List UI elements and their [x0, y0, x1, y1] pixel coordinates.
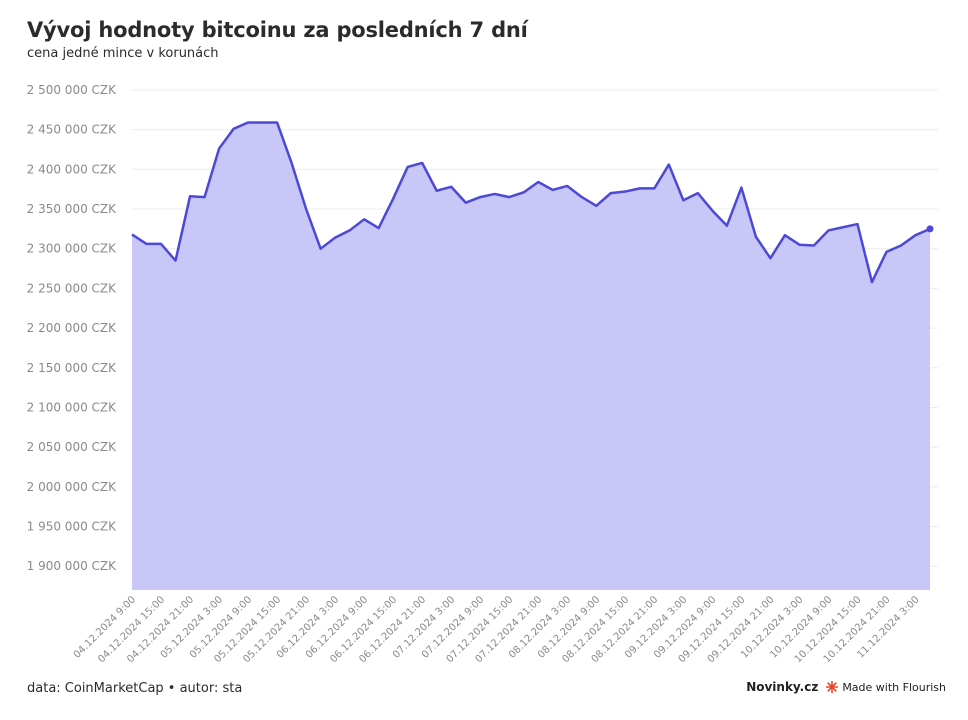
y-tick-label: 2 300 000 CZK — [27, 242, 117, 256]
flourish-logo-icon — [826, 681, 839, 693]
y-tick-label: 2 100 000 CZK — [27, 400, 117, 414]
y-tick-label: 2 450 000 CZK — [27, 123, 117, 137]
y-tick-label: 2 000 000 CZK — [27, 480, 117, 494]
series-line — [131, 121, 931, 284]
source-credit: data: CoinMarketCap • autor: sta — [27, 681, 243, 696]
y-tick-label: 1 900 000 CZK — [27, 559, 117, 573]
footer-branding: Novinky.cz Made with Flourish — [746, 680, 946, 694]
made-with-flourish-link[interactable]: Made with Flourish — [826, 681, 946, 694]
y-axis: 1 900 000 CZK 1 950 000 CZK 2 000 000 CZK 2… — [27, 83, 117, 573]
y-tick-label: 2 050 000 CZK — [27, 440, 117, 454]
flourish-label: Made with Flourish — [842, 680, 946, 694]
y-tick-label: 2 500 000 CZK — [27, 83, 117, 97]
y-tick-label: 2 150 000 CZK — [27, 361, 117, 375]
area-fill — [132, 122, 930, 590]
novinky-logo[interactable]: Novinky.cz — [746, 680, 819, 694]
y-tick-label: 1 950 000 CZK — [27, 520, 117, 534]
last-point-marker — [926, 225, 934, 233]
chart-subtitle: cena jedné mince v korunách — [27, 46, 219, 61]
plot-area — [131, 121, 934, 590]
y-tick-label: 2 350 000 CZK — [27, 202, 117, 216]
chart-title: Vývoj hodnoty bitcoinu za posledních 7 d… — [27, 18, 528, 42]
y-tick-label: 2 400 000 CZK — [27, 162, 117, 176]
y-tick-label: 2 250 000 CZK — [27, 281, 117, 295]
y-tick-label: 2 200 000 CZK — [27, 321, 117, 335]
